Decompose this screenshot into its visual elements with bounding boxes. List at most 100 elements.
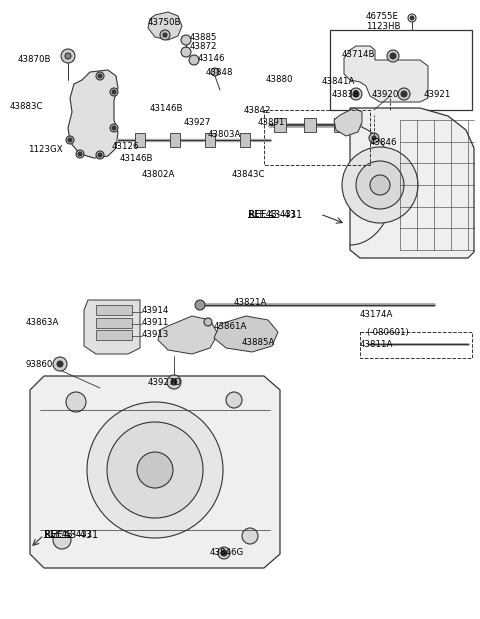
Text: 43842: 43842 (244, 106, 272, 115)
Bar (334, 118, 346, 132)
Circle shape (112, 90, 116, 94)
Text: 1123GX: 1123GX (28, 145, 62, 154)
Text: 43802A: 43802A (142, 170, 175, 179)
Text: 43838: 43838 (332, 90, 360, 99)
Text: 43714B: 43714B (342, 50, 375, 59)
Polygon shape (214, 316, 278, 352)
Circle shape (353, 91, 359, 97)
Circle shape (189, 55, 199, 65)
Text: 43750B: 43750B (148, 18, 181, 27)
Text: 43885: 43885 (190, 33, 217, 42)
Circle shape (98, 74, 102, 78)
Circle shape (57, 361, 63, 367)
Circle shape (221, 550, 227, 556)
Text: 43841A: 43841A (322, 77, 355, 86)
Text: REF.43-431: REF.43-431 (44, 530, 98, 540)
Circle shape (76, 150, 84, 158)
Circle shape (372, 136, 376, 140)
Polygon shape (30, 376, 280, 568)
Circle shape (53, 531, 71, 549)
Text: 43870B: 43870B (18, 55, 51, 64)
Circle shape (66, 392, 86, 412)
Bar (264, 110, 370, 165)
Text: 43872: 43872 (190, 42, 217, 51)
Bar (205, 133, 215, 147)
Text: 43927D: 43927D (148, 378, 182, 387)
Text: 43863A: 43863A (26, 318, 60, 327)
Circle shape (410, 16, 414, 20)
Bar (304, 118, 316, 132)
Text: 43174A: 43174A (360, 310, 394, 319)
Circle shape (68, 138, 72, 142)
Circle shape (110, 124, 118, 132)
Circle shape (218, 547, 230, 559)
Text: 43843C: 43843C (232, 170, 265, 179)
Circle shape (226, 392, 242, 408)
Circle shape (401, 91, 407, 97)
Circle shape (65, 53, 71, 59)
Polygon shape (84, 300, 140, 354)
Circle shape (242, 528, 258, 544)
Circle shape (66, 136, 74, 144)
Text: 43911: 43911 (142, 318, 169, 327)
Text: 43848: 43848 (206, 68, 233, 77)
Circle shape (356, 161, 404, 209)
Circle shape (398, 88, 410, 100)
Circle shape (387, 50, 399, 62)
Text: 43821A: 43821A (234, 298, 267, 307)
Text: 43920: 43920 (372, 90, 399, 99)
Circle shape (61, 49, 75, 63)
Circle shape (98, 153, 102, 157)
Text: REF.43-431: REF.43-431 (248, 210, 296, 219)
Circle shape (350, 88, 362, 100)
Text: 43146B: 43146B (120, 154, 154, 163)
Text: 43913: 43913 (142, 330, 169, 339)
Polygon shape (68, 70, 118, 158)
Circle shape (171, 379, 177, 385)
Circle shape (110, 88, 118, 96)
Bar (274, 118, 286, 132)
Bar (96, 318, 132, 328)
Polygon shape (334, 108, 362, 136)
Text: 43811A: 43811A (360, 340, 394, 349)
Text: 43914: 43914 (142, 306, 169, 315)
Bar (330, 30, 472, 110)
Circle shape (167, 375, 181, 389)
Polygon shape (158, 316, 218, 354)
Text: 43846G: 43846G (210, 548, 244, 557)
Circle shape (87, 402, 223, 538)
Text: 43921: 43921 (424, 90, 451, 99)
Circle shape (370, 175, 390, 195)
Text: 43803A: 43803A (208, 130, 241, 139)
Bar (240, 133, 250, 147)
Text: 43146: 43146 (198, 54, 226, 63)
Circle shape (204, 318, 212, 326)
Circle shape (107, 422, 203, 518)
Circle shape (195, 300, 205, 310)
Circle shape (181, 47, 191, 57)
Text: 46755E: 46755E (366, 12, 399, 21)
Circle shape (96, 151, 104, 159)
Text: 43126: 43126 (112, 142, 140, 151)
Circle shape (181, 35, 191, 45)
Circle shape (390, 53, 396, 59)
Text: (-080601): (-080601) (366, 328, 409, 337)
Text: REF.43-431: REF.43-431 (248, 210, 302, 220)
Text: 43880: 43880 (266, 75, 293, 84)
Circle shape (163, 33, 167, 37)
Polygon shape (350, 108, 474, 258)
Text: 43927: 43927 (184, 118, 211, 127)
Circle shape (96, 72, 104, 80)
Text: 93860: 93860 (26, 360, 53, 369)
Circle shape (53, 357, 67, 371)
Polygon shape (148, 12, 182, 40)
Text: REF.43-431: REF.43-431 (44, 530, 92, 539)
Text: 43861A: 43861A (214, 322, 247, 331)
Circle shape (342, 147, 418, 223)
Bar (96, 330, 132, 340)
Text: 43846: 43846 (370, 138, 397, 147)
Circle shape (369, 133, 379, 143)
Circle shape (137, 452, 173, 488)
Text: 43891: 43891 (258, 118, 286, 127)
Text: 43883C: 43883C (10, 102, 44, 111)
